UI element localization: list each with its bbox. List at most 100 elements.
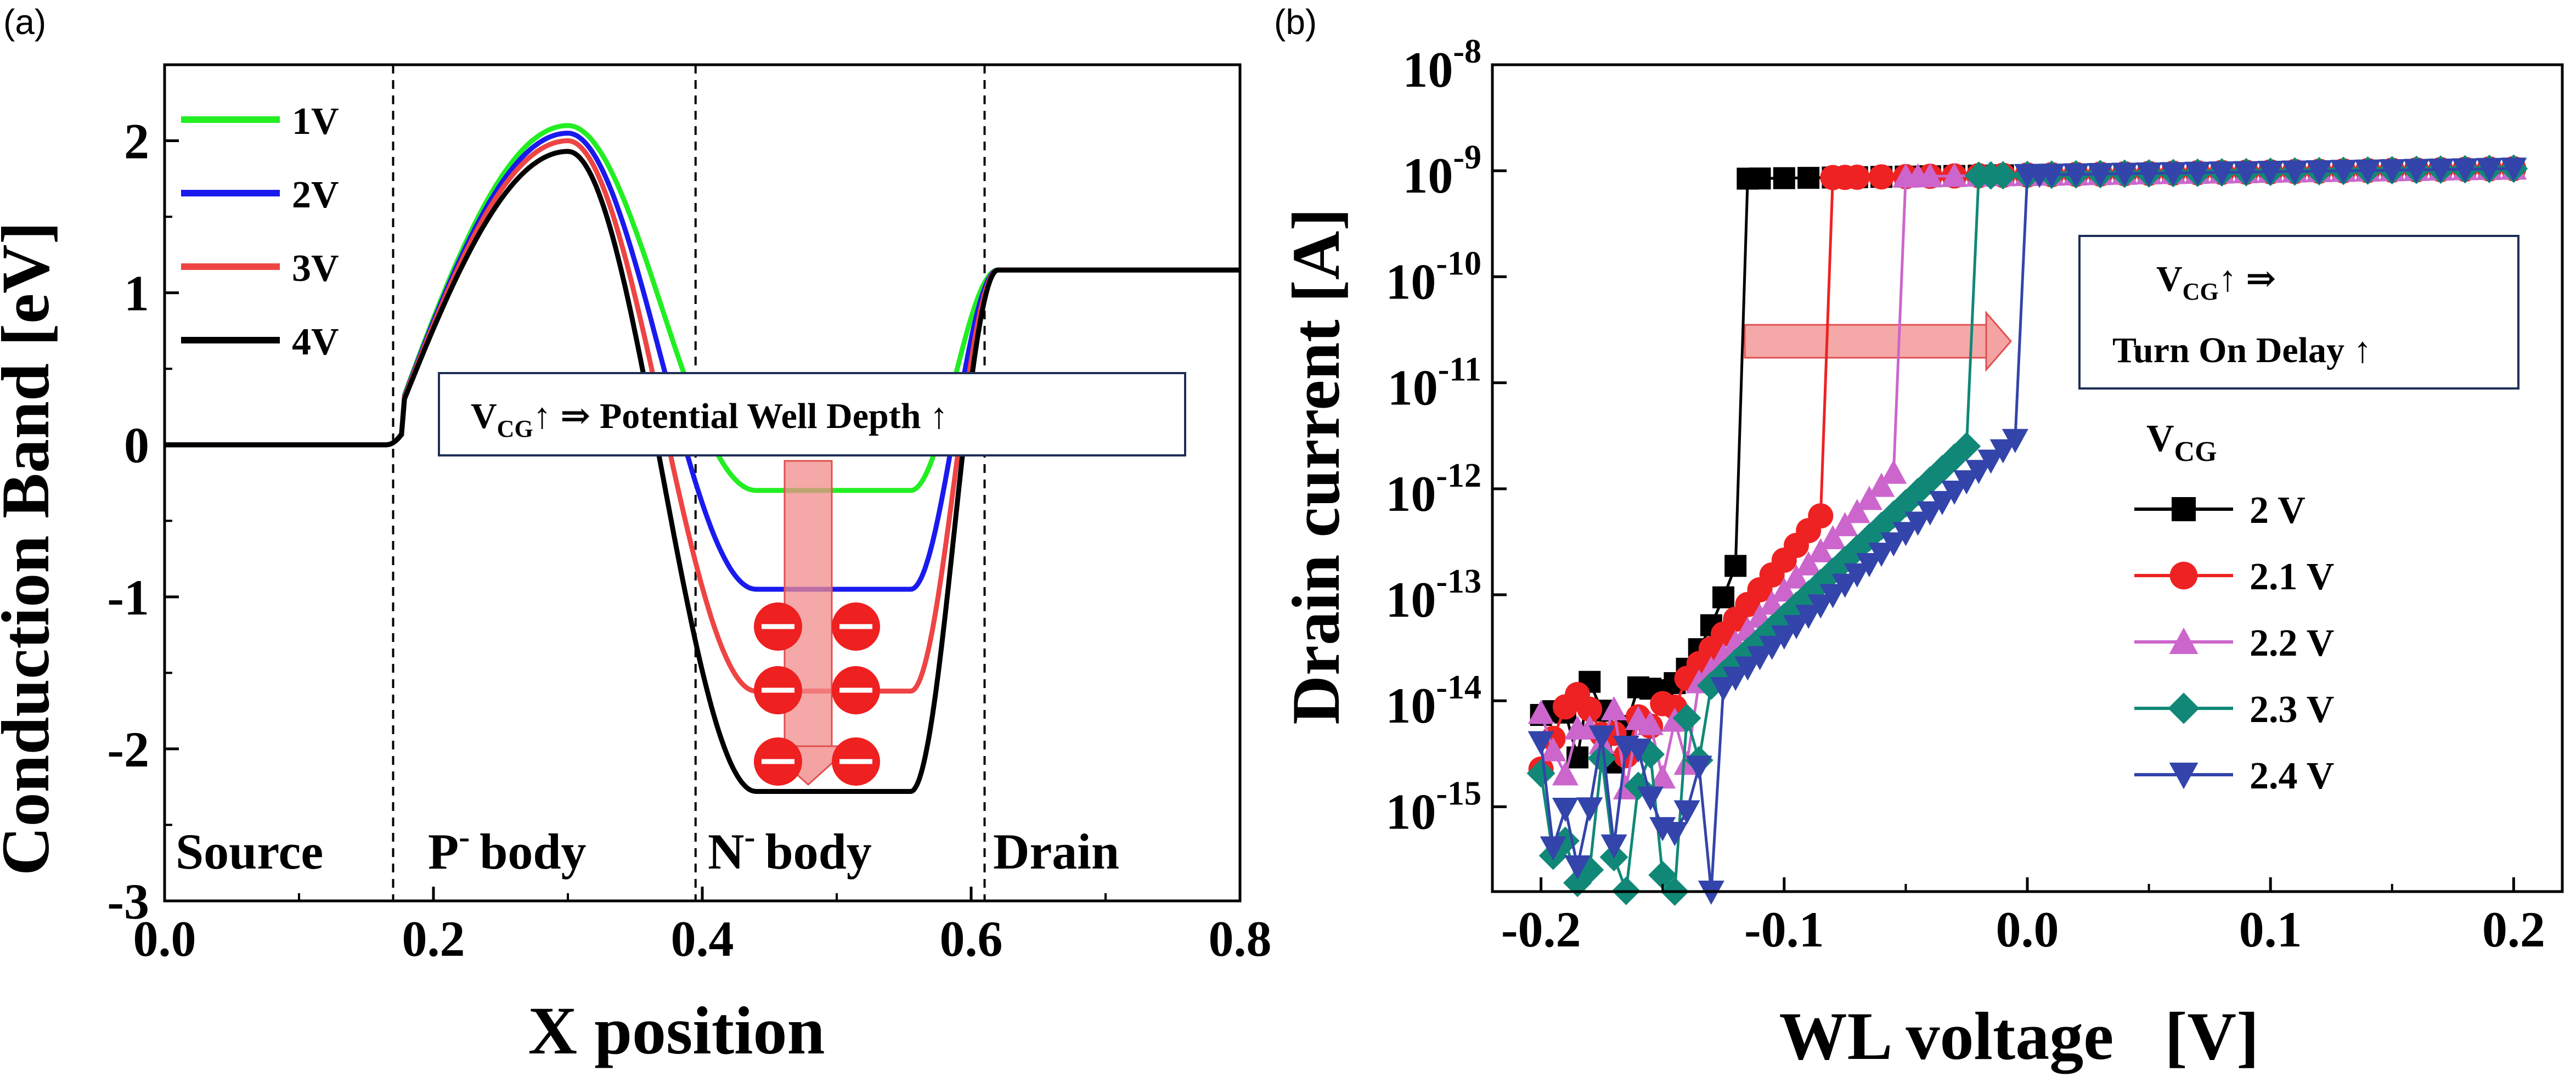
panel-b-point-2.4V-80 xyxy=(2500,157,2527,182)
panel-b-point-2.1V-28 xyxy=(1869,164,1895,190)
panel-b-point-2.2V-10 xyxy=(1649,764,1676,789)
panel-b-point-2.2V-20 xyxy=(1771,577,1797,602)
panel-b-point-2.2V-32 xyxy=(1917,163,1943,188)
panel-a-y-tick-label-2: -1 xyxy=(107,570,149,625)
panel-b-y-tick-label-5: 10-13 xyxy=(1385,563,1481,628)
panel-a-annotation: VCG↑ ⇒ Potential Well Depth ↑ xyxy=(471,396,948,442)
panel-b-point-2.4V-68 xyxy=(2354,159,2381,184)
panel-a-y-tick-label-1: -2 xyxy=(107,721,149,777)
panel-b-point-2.2V-28 xyxy=(1868,472,1895,497)
panel-b-point-2.4V-60 xyxy=(2257,161,2284,185)
panel-b-point-2.2V-9 xyxy=(1637,711,1664,735)
panel-b-point-2.3V-10 xyxy=(1648,860,1677,889)
region-label-n-body: N-body xyxy=(708,819,872,880)
panel-a-x-axis-title: X position xyxy=(528,993,825,1068)
panel-b-point-2.4V-4 xyxy=(1576,797,1603,822)
panel-b-x-axis-title: WL voltage [V] xyxy=(1779,999,2259,1074)
panel-b-point-2V-16 xyxy=(1724,555,1747,577)
region-label-n-body-word: body xyxy=(765,824,871,880)
panel-b-point-2.4V-24 xyxy=(1819,584,1846,608)
panel-a-label: (a) xyxy=(3,2,46,42)
panel-b-y-tick-label-4: 10-12 xyxy=(1385,457,1481,522)
panel-b-right-arrow xyxy=(1744,310,2012,373)
panel-b-point-2.4V-30 xyxy=(1892,522,1919,546)
panel-b-legend-title-base: V xyxy=(2146,418,2174,460)
panel-a: (a) Conduction Band [eV] X position Sour… xyxy=(0,2,1272,1068)
panel-b-point-2V-22 xyxy=(1797,167,1820,189)
panel-b-y-tick-base-3: 10 xyxy=(1388,360,1438,416)
panel-b-point-2.4V-56 xyxy=(2208,161,2235,186)
panel-b-y-tick-base-7: 10 xyxy=(1385,783,1436,839)
panel-b-point-2.4V-66 xyxy=(2330,160,2357,184)
panel-a-region-boundaries xyxy=(392,65,986,901)
panel-b-point-2.4V-18 xyxy=(1746,646,1773,670)
panel-a-x-tick-label-4: 0.8 xyxy=(1209,911,1272,967)
panel-b-legend-label-2 V: 2 V xyxy=(2250,489,2306,532)
panel-a-legend: 1V 2V 3V 4V xyxy=(181,100,339,363)
panel-b-x-tick-label-3: 0.1 xyxy=(2239,901,2302,957)
panel-b-point-2.4V-11 xyxy=(1661,822,1688,847)
panel-b-point-2.4V-42 xyxy=(2038,164,2065,188)
panel-b-point-2V-15 xyxy=(1712,586,1735,608)
panel-b-legend-label-2.2 V: 2.2 V xyxy=(2250,622,2334,664)
panel-b-point-2.4V-19 xyxy=(1758,635,1785,660)
panel-b-annotation-line1-text: ↑ ⇒ xyxy=(2219,259,2276,299)
panel-b-point-2.4V-72 xyxy=(2403,159,2430,183)
panel-b-label: (b) xyxy=(1274,2,1317,42)
panel-b-y-tick-label-7: 10-15 xyxy=(1385,775,1481,839)
panel-b-point-2.4V-15 xyxy=(1710,677,1737,702)
panel-b-point-2.3V-35 xyxy=(1952,432,1981,461)
panel-b-series-2.4 V xyxy=(1527,157,2527,905)
panel-b-y-tick-exp-2: -10 xyxy=(1436,245,1481,282)
panel-b-point-2.4V-5 xyxy=(1588,725,1615,750)
panel-b-series xyxy=(1526,154,2528,906)
panel-b-legend-title: VCG xyxy=(2146,418,2217,467)
panel-b-point-2.4V-54 xyxy=(2184,161,2211,186)
panel-b-annotation-line1: VCG↑ ⇒ xyxy=(2156,259,2276,305)
panel-a-legend-label-2V: 2V xyxy=(292,174,339,216)
panel-a-x-tick-label-1: 0.2 xyxy=(402,911,465,967)
panel-b-legend-marker-2.1 V xyxy=(2169,561,2198,590)
panel-b-point-2.4V-46 xyxy=(2087,163,2113,188)
panel-b-y-tick-label-2: 10-10 xyxy=(1385,245,1481,309)
panel-b-point-2.4V-12 xyxy=(1673,800,1700,825)
panel-b-legend-marker-2.4 V xyxy=(2169,763,2199,790)
panel-b-point-2.4V-17 xyxy=(1734,656,1761,681)
panel-b-point-2.3V-12 xyxy=(1672,703,1701,732)
panel-b-point-2.4V-13 xyxy=(1686,756,1712,780)
panel-b-point-2.2V-23 xyxy=(1807,538,1834,562)
panel-b-point-2.4V-29 xyxy=(1880,532,1907,557)
panel-b-legend-label-2.4 V: 2.4 V xyxy=(2250,755,2334,797)
panel-b-legend-label-2.1 V: 2.1 V xyxy=(2250,556,2334,598)
panel-b-point-2.2V-27 xyxy=(1856,486,1882,510)
panel-b-y-tick-exp-3: -11 xyxy=(1438,351,1481,388)
panel-b-y-tick-label-6: 10-14 xyxy=(1385,669,1481,734)
panel-a-series xyxy=(165,123,1240,794)
panel-a-y-tick-label-5: 2 xyxy=(124,114,149,170)
panel-b-point-2.4V-16 xyxy=(1722,667,1749,691)
panel-b-point-2.4V-23 xyxy=(1807,594,1834,619)
panel-b-point-2.2V-2 xyxy=(1552,761,1579,786)
panel-a-y-tick-label-4: 1 xyxy=(124,266,149,322)
panel-b-point-2.4V-44 xyxy=(2062,163,2089,188)
panel-b-point-2.4V-8 xyxy=(1625,739,1651,763)
region-label-p-body-word: body xyxy=(480,824,586,880)
panel-b-point-2.4V-52 xyxy=(2160,162,2186,187)
panel-b-point-2.4V-6 xyxy=(1600,834,1627,859)
panel-b: (b) Drain current [A] WL voltage [V] VCG… xyxy=(1274,2,2564,1074)
panel-b-legend-marker-2.2 V xyxy=(2169,627,2199,654)
panel-b-point-2.2V-22 xyxy=(1795,551,1822,576)
panel-a-annotation-sub: CG xyxy=(497,415,533,442)
panel-b-point-2.2V-29 xyxy=(1880,459,1907,484)
panel-b-point-2.2V-0 xyxy=(1527,700,1554,724)
panel-b-point-2.1V-23 xyxy=(1808,503,1834,529)
panel-a-legend-label-3V: 3V xyxy=(292,247,339,290)
panel-a-annotation-box xyxy=(438,372,1186,456)
panel-a-ticks: 0.0 0.2 0.4 0.6 0.8 -3 -2 -1 0 1 2 xyxy=(107,64,1272,967)
panel-b-point-2.4V-70 xyxy=(2378,159,2405,184)
region-label-p-body: P-body xyxy=(428,819,587,880)
panel-b-y-tick-exp-6: -14 xyxy=(1436,669,1481,706)
panel-a-x-tick-label-3: 0.6 xyxy=(940,911,1003,967)
panel-b-point-2.4V-74 xyxy=(2427,159,2454,183)
panel-b-x-tick-label-4: 0.2 xyxy=(2482,901,2545,957)
